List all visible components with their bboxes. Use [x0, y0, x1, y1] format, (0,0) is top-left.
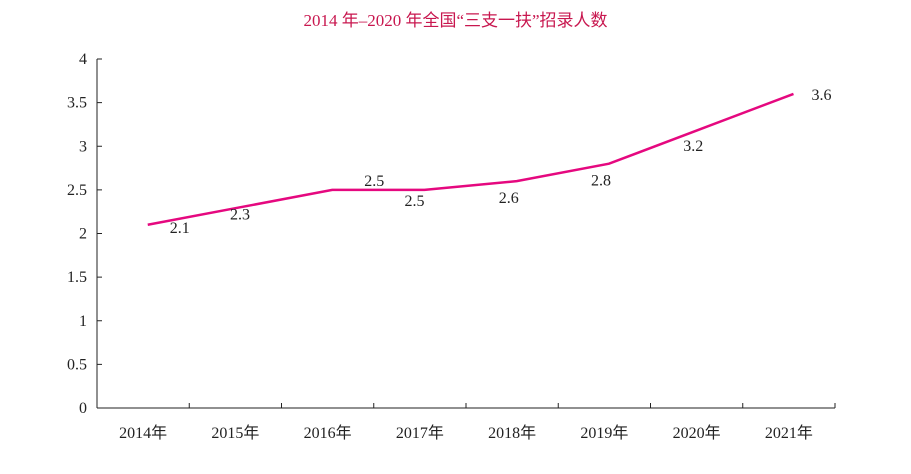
data-label: 3.2 [683, 138, 703, 155]
x-tick-label: 2018年 [488, 424, 536, 442]
y-tick-label: 3.5 [67, 95, 87, 112]
data-label: 2.8 [591, 173, 611, 190]
y-tick-label: 0 [79, 400, 87, 417]
y-tick-label: 1 [79, 313, 87, 330]
x-tick-label: 2021年 [765, 424, 813, 442]
data-label: 2.5 [404, 193, 424, 210]
x-tick-label: 2015年 [211, 424, 259, 442]
y-tick-label: 2 [79, 226, 87, 243]
data-label: 2.3 [230, 206, 250, 223]
y-tick-label: 3 [79, 138, 87, 155]
data-label: 3.6 [811, 87, 831, 104]
x-tick-label: 2017年 [396, 424, 444, 442]
x-tick-label: 2014年 [119, 424, 167, 442]
data-label: 2.1 [170, 220, 190, 237]
x-tick-label: 2019年 [580, 424, 628, 442]
x-tick-label: 2020年 [673, 424, 721, 442]
y-tick-label: 1.5 [67, 269, 87, 286]
data-line [147, 92, 794, 227]
y-tick-label: 0.5 [67, 356, 87, 373]
y-tick-label: 2.5 [67, 182, 87, 199]
x-tick-label: 2016年 [304, 424, 352, 442]
data-label: 2.6 [499, 190, 519, 207]
y-tick-label: 4 [79, 51, 87, 68]
data-label: 2.5 [364, 173, 384, 190]
chart-title: 2014 年–2020 年全国“三支一扶”招录人数 [303, 11, 608, 30]
